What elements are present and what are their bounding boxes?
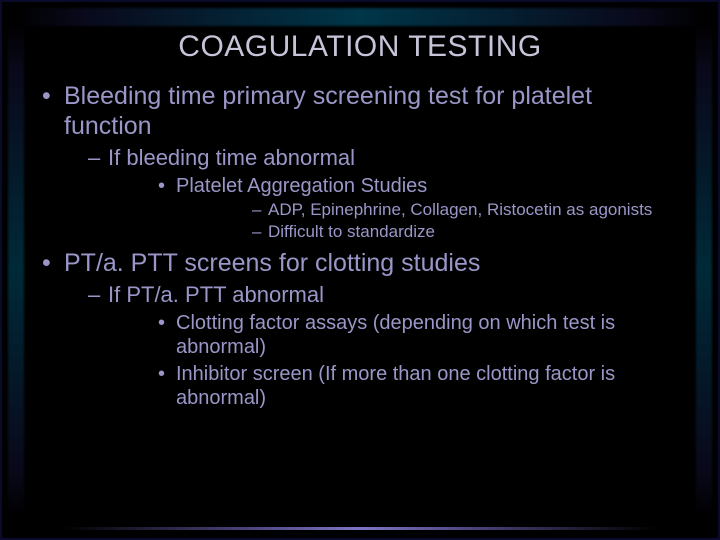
bullet-text: If bleeding time abnormal: [108, 145, 355, 170]
bullet-text: ADP, Epinephrine, Collagen, Ristocetin a…: [268, 200, 652, 219]
bullet-lvl3: Clotting factor assays (depending on whi…: [108, 311, 682, 360]
bullet-text: Platelet Aggregation Studies: [176, 175, 427, 197]
bullet-text: If PT/a. PTT abnormal: [108, 282, 324, 307]
bullet-text: Bleeding time primary screening test for…: [64, 82, 592, 140]
bullet-text: PT/a. PTT screens for clotting studies: [64, 249, 480, 277]
bullet-lvl1: PT/a. PTT screens for clotting studies I…: [38, 249, 682, 411]
bullet-text: Inhibitor screen (If more than one clott…: [176, 363, 615, 409]
slide-frame: COAGULATION TESTING Bleeding time primar…: [0, 0, 720, 540]
accent-bottom: [62, 527, 658, 530]
accent-right: [696, 22, 712, 518]
bullet-text: Clotting factor assays (depending on whi…: [176, 312, 615, 358]
bullet-lvl2: If PT/a. PTT abnormal Clotting factor as…: [64, 282, 682, 410]
bullet-lvl4: ADP, Epinephrine, Collagen, Ristocetin a…: [176, 199, 682, 220]
slide-title: COAGULATION TESTING: [38, 30, 682, 64]
bullet-text: Difficult to standardize: [268, 222, 435, 241]
bullet-list: Bleeding time primary screening test for…: [38, 82, 682, 411]
bullet-lvl1: Bleeding time primary screening test for…: [38, 82, 682, 243]
bullet-lvl3: Platelet Aggregation Studies ADP, Epinep…: [108, 174, 682, 243]
bullet-lvl3: Inhibitor screen (If more than one clott…: [108, 362, 682, 411]
bullet-lvl2: If bleeding time abnormal Platelet Aggre…: [64, 145, 682, 243]
accent-left: [8, 22, 24, 518]
accent-top: [12, 8, 708, 26]
bullet-lvl4: Difficult to standardize: [176, 221, 682, 242]
slide-body: COAGULATION TESTING Bleeding time primar…: [38, 30, 682, 514]
